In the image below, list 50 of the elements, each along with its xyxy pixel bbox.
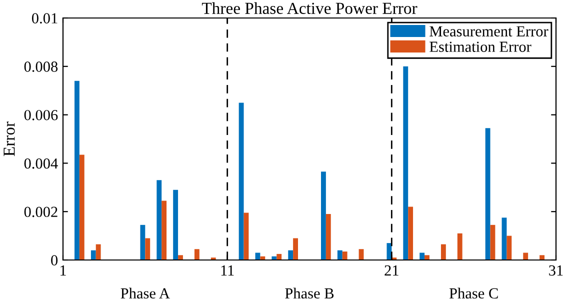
bar [420,252,425,260]
x-tick-label: 21 [384,265,398,276]
bar [178,255,183,260]
bar [96,244,101,260]
text: Phase C [449,288,498,299]
bar [457,233,462,260]
legend-label: Measurement Error [430,26,548,36]
text: Phase A [120,288,170,299]
bar [321,172,326,260]
bar [540,255,544,260]
bar [403,66,408,260]
bar [90,250,96,260]
bar [238,102,244,260]
bar [523,252,528,260]
chart-title: Three Phase Active Power Error [202,2,418,14]
bar [485,128,490,260]
bar [162,200,167,260]
bar [79,154,84,260]
text: Phase B [285,288,334,299]
bar [145,238,150,260]
bar [337,250,342,260]
bar [506,236,512,260]
legend-label: Estimation Error [430,42,532,52]
bar [156,180,162,260]
bar [386,243,392,260]
bar [490,224,496,260]
bar [440,244,446,260]
y-axis-title: Error [4,122,15,156]
bar [342,252,348,260]
y-tick-label: 0.01 [32,13,58,24]
x-tick-label: 31 [549,265,563,276]
bar [140,224,146,260]
bar [74,80,80,260]
bar [194,249,200,260]
y-tick-label: 0.002 [24,206,58,218]
bar [424,255,430,260]
bar [408,206,414,260]
bar [293,238,298,260]
bar [276,254,282,260]
bar [326,214,331,260]
bar [288,250,294,260]
y-tick-label: 0 [51,255,58,266]
y-tick-label: 0.008 [24,62,58,72]
y-tick-label: 0.004 [24,158,58,169]
x-tick-label: 11 [221,265,234,276]
bar [244,212,249,260]
y-tick-label: 0.006 [24,110,58,120]
x-tick-label: 1 [60,265,66,276]
bar [173,190,178,260]
bar [502,218,507,260]
